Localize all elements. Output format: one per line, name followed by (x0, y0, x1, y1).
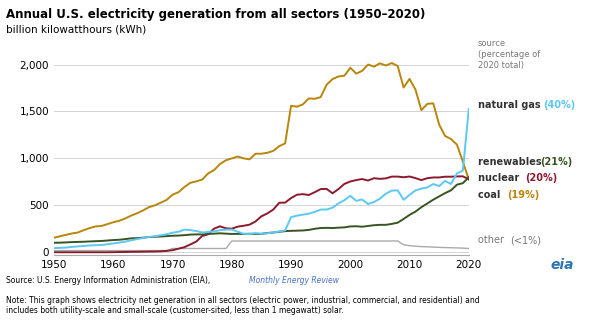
Text: source
(percentage of
2020 total): source (percentage of 2020 total) (478, 39, 540, 70)
Text: (21%): (21%) (540, 157, 572, 167)
Text: Monthly Energy Review: Monthly Energy Review (249, 276, 340, 285)
Text: (40%): (40%) (543, 100, 575, 110)
Text: eia: eia (550, 258, 574, 272)
Text: (19%): (19%) (507, 190, 539, 199)
Text: billion kilowatthours (kWh): billion kilowatthours (kWh) (6, 25, 146, 35)
Text: Note: This graph shows electricity net generation in all sectors (electric power: Note: This graph shows electricity net g… (6, 296, 480, 315)
Text: (20%): (20%) (525, 173, 557, 183)
Text: Source: U.S. Energy Information Administration (EIA),: Source: U.S. Energy Information Administ… (6, 276, 213, 285)
Text: natural gas: natural gas (478, 100, 544, 110)
Text: Annual U.S. electricity generation from all sectors (1950–2020): Annual U.S. electricity generation from … (6, 8, 426, 21)
Text: other: other (478, 235, 507, 245)
Text: (<1%): (<1%) (510, 235, 541, 245)
Text: renewables: renewables (478, 157, 545, 167)
Text: coal: coal (478, 190, 504, 199)
Text: nuclear: nuclear (478, 173, 522, 183)
